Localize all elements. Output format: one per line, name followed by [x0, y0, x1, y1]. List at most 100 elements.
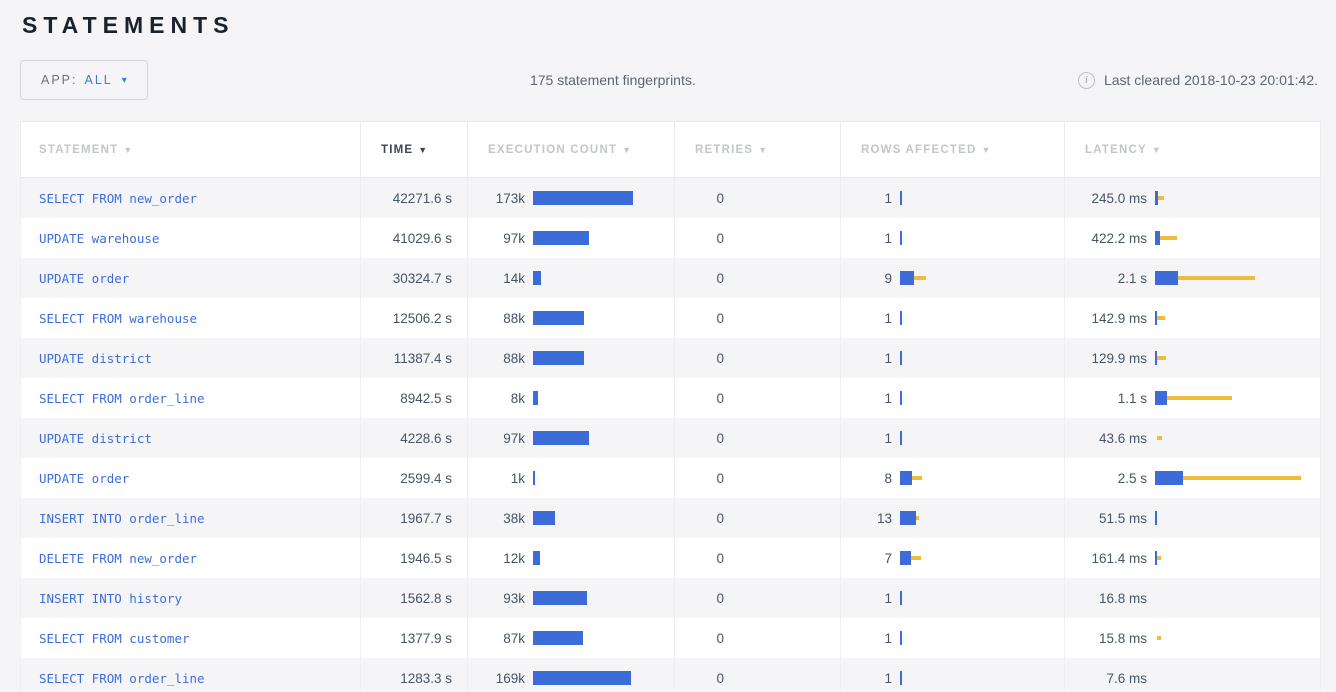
execution-count-cell-graph — [533, 298, 674, 338]
info-icon[interactable]: i — [1077, 71, 1095, 89]
statement-link[interactable]: UPDATE warehouse — [39, 230, 160, 246]
execution-count-cell-value: 1k — [510, 470, 525, 486]
rows-affected-cell-graph — [900, 458, 1064, 498]
execution-count-cell-value: 14k — [503, 270, 525, 286]
latency-cell-value: 2.1 s — [1117, 270, 1147, 286]
retries-cell: 0 — [674, 418, 841, 458]
statement-link[interactable]: SELECT FROM order_line — [39, 390, 205, 406]
column-header-rows-affected[interactable]: ROWS AFFECTED ▼ — [840, 121, 1065, 178]
column-label: TIME — [381, 143, 414, 156]
column-header-retries[interactable]: RETRIES ▼ — [674, 121, 841, 178]
statement-link[interactable]: DELETE FROM new_order — [39, 550, 198, 566]
rows-affected-cell-value: 1 — [884, 190, 892, 206]
rows-affected-cell: 1 — [840, 378, 1065, 418]
stddev-bar — [1155, 276, 1255, 280]
latency-cell-value: 51.5 ms — [1098, 510, 1147, 526]
mean-bar — [900, 311, 902, 325]
rows-affected-cell-value: 1 — [884, 350, 892, 366]
retries-cell: 0 — [674, 258, 841, 298]
retries-cell-value: 0 — [716, 550, 724, 566]
statement-cell: SELECT FROM warehouse — [20, 298, 361, 338]
mean-bar — [900, 671, 902, 685]
statement-link[interactable]: UPDATE district — [39, 350, 152, 366]
statement-link[interactable]: UPDATE order — [39, 270, 130, 286]
mean-bar — [1155, 351, 1157, 365]
mean-bar — [1155, 511, 1157, 525]
execution-count-cell-graph — [533, 538, 674, 578]
rows-affected-cell: 1 — [840, 658, 1065, 692]
last-cleared-text: Last cleared 2018-10-23 20:01:42. — [1103, 72, 1318, 88]
toolbar: APP: ALL ▾ 175 statement fingerprints. i… — [20, 59, 1320, 101]
mean-bar — [900, 271, 914, 285]
mean-bar — [1155, 551, 1157, 565]
stddev-bar — [1157, 436, 1162, 440]
latency-cell: 142.9 ms — [1064, 298, 1321, 338]
latency-cell-graph — [1155, 578, 1320, 618]
mean-bar — [533, 311, 584, 325]
table-row: UPDATE district 4228.6 s 97k 0 1 43.6 ms — [20, 418, 1321, 458]
column-header-time[interactable]: TIME ▼ — [360, 121, 468, 178]
retries-cell-value: 0 — [716, 470, 724, 486]
table-row: UPDATE order 2599.4 s 1k 0 8 2.5 s — [20, 458, 1321, 498]
rows-affected-cell-value: 9 — [884, 270, 892, 286]
statement-link[interactable]: SELECT FROM warehouse — [39, 310, 198, 326]
statement-link[interactable]: INSERT INTO history — [39, 590, 182, 606]
statement-link[interactable]: UPDATE district — [39, 430, 152, 446]
sort-arrow-icon: ▼ — [1151, 144, 1162, 155]
statement-link[interactable]: INSERT INTO order_line — [39, 510, 205, 526]
sort-arrow-icon: ▼ — [418, 144, 429, 155]
latency-cell: 43.6 ms — [1064, 418, 1321, 458]
execution-count-cell: 1k — [467, 458, 675, 498]
sort-arrow-icon: ▼ — [123, 144, 134, 155]
stddev-bar — [908, 276, 926, 280]
latency-cell-graph — [1155, 218, 1320, 258]
retries-cell: 0 — [674, 458, 841, 498]
execution-count-cell: 87k — [467, 618, 675, 658]
statement-link[interactable]: SELECT FROM customer — [39, 630, 190, 646]
stddev-bar — [1155, 316, 1165, 320]
retries-cell-value: 0 — [716, 510, 724, 526]
column-header-execution-count[interactable]: EXECUTION COUNT ▼ — [467, 121, 675, 178]
retries-cell-value: 0 — [716, 230, 724, 246]
last-cleared: i Last cleared 2018-10-23 20:01:42. — [1077, 71, 1320, 89]
app-filter-dropdown[interactable]: APP: ALL ▾ — [20, 60, 148, 100]
rows-affected-cell: 1 — [840, 218, 1065, 258]
column-header-statement[interactable]: STATEMENT ▼ — [20, 121, 361, 178]
latency-cell: 129.9 ms — [1064, 338, 1321, 378]
mean-bar — [1155, 231, 1160, 245]
retries-cell: 0 — [674, 538, 841, 578]
rows-affected-cell: 13 — [840, 498, 1065, 538]
execution-count-cell-value: 8k — [510, 390, 525, 406]
statement-link[interactable]: SELECT FROM order_line — [39, 670, 205, 686]
execution-count-cell: 38k — [467, 498, 675, 538]
column-label: RETRIES — [695, 143, 754, 156]
execution-count-cell-graph — [533, 378, 674, 418]
execution-count-cell: 173k — [467, 177, 675, 218]
retries-cell: 0 — [674, 177, 841, 218]
mean-bar — [900, 551, 911, 565]
latency-cell-value: 15.8 ms — [1098, 630, 1147, 646]
latency-cell: 245.0 ms — [1064, 177, 1321, 218]
stddev-bar — [1155, 476, 1301, 480]
sort-arrow-icon: ▼ — [981, 144, 992, 155]
execution-count-cell: 88k — [467, 338, 675, 378]
latency-cell-value: 245.0 ms — [1091, 190, 1147, 206]
mean-bar — [533, 631, 583, 645]
execution-count-cell-graph — [533, 658, 674, 692]
statement-cell: UPDATE district — [20, 338, 361, 378]
statement-cell: UPDATE order — [20, 458, 361, 498]
rows-affected-cell-value: 1 — [884, 430, 892, 446]
latency-cell-value: 43.6 ms — [1098, 430, 1147, 446]
rows-affected-cell: 8 — [840, 458, 1065, 498]
execution-count-cell: 93k — [467, 578, 675, 618]
statement-cell: UPDATE district — [20, 418, 361, 458]
execution-count-cell: 8k — [467, 378, 675, 418]
column-header-latency[interactable]: LATENCY ▼ — [1064, 121, 1321, 178]
statement-link[interactable]: UPDATE order — [39, 470, 130, 486]
latency-cell: 1.1 s — [1064, 378, 1321, 418]
latency-cell-graph — [1155, 538, 1320, 578]
stddev-bar — [1157, 236, 1177, 240]
mean-bar — [533, 471, 535, 485]
statement-link[interactable]: SELECT FROM new_order — [39, 190, 198, 206]
mean-bar — [900, 631, 902, 645]
